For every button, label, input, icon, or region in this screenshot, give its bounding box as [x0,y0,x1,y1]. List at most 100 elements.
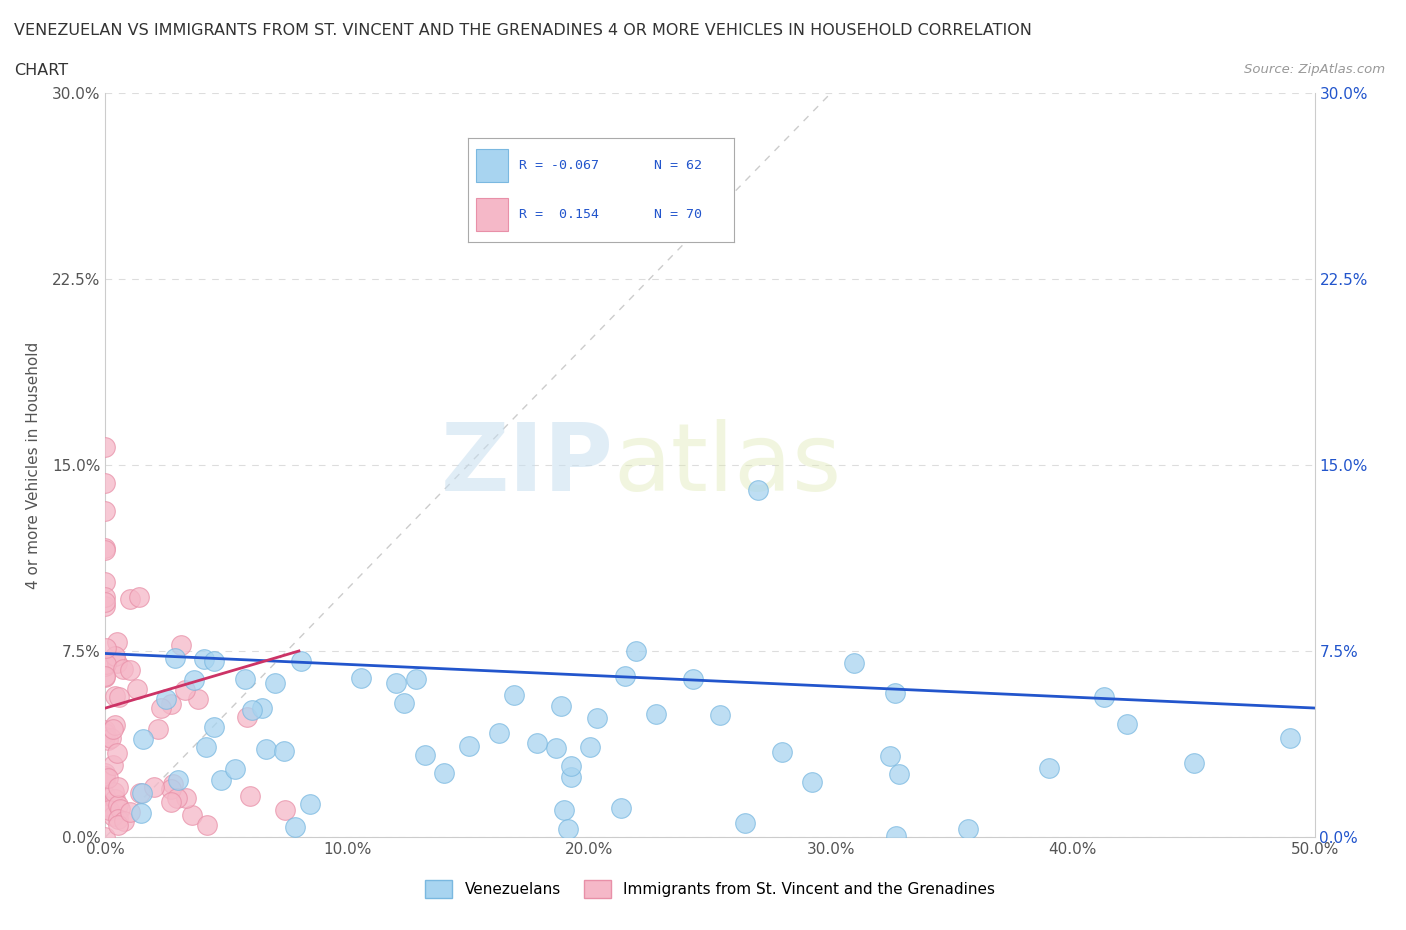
Point [103,721,125,736]
Point [94,765,117,780]
Point [100,731,122,746]
Point [97,732,120,747]
Point [104,688,127,703]
Point [142,780,165,795]
Point [131,786,153,801]
Point [94,575,117,590]
Y-axis label: 4 or more Vehicles in Household: 4 or more Vehicles in Household [25,341,41,589]
Point [105,656,128,671]
Point [770,745,793,760]
Point [107,812,129,827]
Point [1092,689,1115,704]
Point [187,691,209,706]
Point [107,798,129,813]
Point [458,738,481,753]
Point [195,739,218,754]
Point [682,671,704,686]
Point [94,670,117,684]
Point [183,673,205,688]
Point [240,702,263,717]
Point [104,717,127,732]
Point [180,808,202,823]
Point [94,540,117,555]
Point [209,772,232,787]
Point [879,749,901,764]
Point [146,721,169,736]
Point [385,675,408,690]
Point [149,700,172,715]
Point [94,788,117,803]
Point [94,768,117,783]
Legend: Venezuelans, Immigrants from St. Vincent and the Grenadines: Venezuelans, Immigrants from St. Vincent… [419,874,1001,904]
Point [94,658,117,673]
Point [101,808,124,823]
Point [842,656,865,671]
Point [1115,716,1137,731]
Point [131,732,153,747]
Point [747,483,769,498]
Point [274,803,297,817]
Point [173,683,195,698]
Point [560,759,582,774]
Point [204,719,226,734]
Point [193,652,215,667]
Point [578,172,600,187]
Text: ZIP: ZIP [440,419,613,511]
Point [94,504,117,519]
Text: Source: ZipAtlas.com: Source: ZipAtlas.com [1244,63,1385,76]
Point [433,765,456,780]
Point [94,543,117,558]
Point [550,698,572,713]
Point [239,789,262,804]
Point [254,742,277,757]
Point [579,739,602,754]
Point [94,439,117,454]
Point [162,777,184,791]
Point [298,797,321,812]
Point [560,770,582,785]
Point [94,657,117,671]
Point [94,475,117,490]
Point [801,775,824,790]
Point [709,708,731,723]
Point [107,779,129,794]
Point [103,757,125,772]
Point [645,706,668,721]
Point [112,662,135,677]
Point [94,641,117,656]
Point [125,682,148,697]
Point [118,662,141,677]
Text: VENEZUELAN VS IMMIGRANTS FROM ST. VINCENT AND THE GRENADINES 4 OR MORE VEHICLES : VENEZUELAN VS IMMIGRANTS FROM ST. VINCEN… [14,23,1032,38]
Point [94,771,117,786]
Point [94,729,117,744]
Point [394,696,416,711]
Point [166,790,188,805]
Point [250,700,273,715]
Point [118,804,141,819]
Point [1038,761,1060,776]
Point [128,786,150,801]
Point [887,767,910,782]
Point [108,690,131,705]
Point [1182,755,1205,770]
Point [107,817,129,832]
Point [884,685,907,700]
Point [105,634,128,649]
Point [176,791,198,806]
Point [202,654,225,669]
Point [160,794,183,809]
Point [103,785,125,800]
Point [94,799,117,814]
Point [94,590,117,604]
Point [610,801,633,816]
Text: CHART: CHART [14,63,67,78]
Point [104,648,127,663]
Point [236,710,259,724]
Point [97,771,120,786]
Point [233,671,256,686]
Point [94,669,117,684]
Point [224,762,246,777]
Point [263,676,285,691]
Point [128,590,150,604]
Point [94,801,117,816]
